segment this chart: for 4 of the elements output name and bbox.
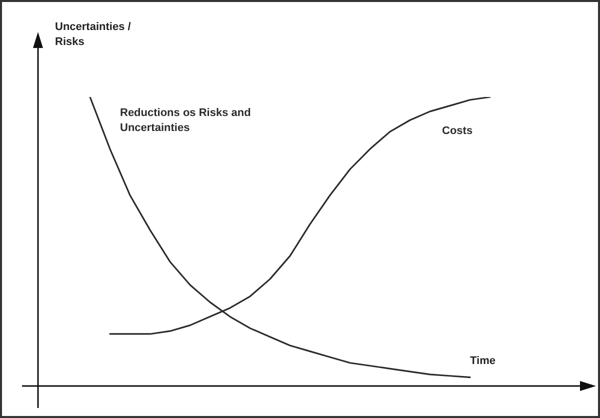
series-label: Reductions os Risks and Uncertainties xyxy=(120,106,252,136)
series-label: Costs xyxy=(442,124,473,139)
y-axis-title: Uncertainties / Risks xyxy=(55,20,132,50)
x-axis-title: Time xyxy=(470,354,496,369)
